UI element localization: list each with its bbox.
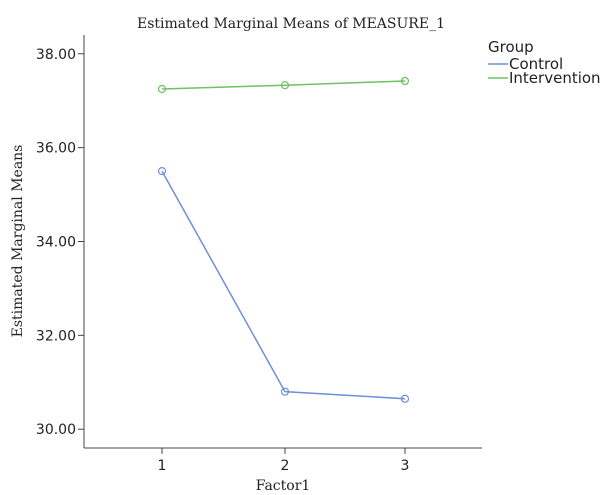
legend-label-intervention: Intervention <box>509 69 601 87</box>
legend-title: Group <box>488 38 534 56</box>
x-tick-label: 2 <box>281 458 290 474</box>
data-point-intervention <box>157 84 167 94</box>
series-line-control <box>161 170 406 400</box>
series-line-intervention <box>161 80 406 90</box>
y-tick-label: 30.00 <box>36 422 76 438</box>
x-tick-label: 3 <box>401 458 410 474</box>
x-tick-label: 1 <box>158 458 167 474</box>
data-point-control <box>400 394 410 403</box>
y-tick-label: 36.00 <box>36 141 76 157</box>
series-group <box>157 76 410 403</box>
chart-title: Estimated Marginal Means of MEASURE_1 <box>137 16 445 32</box>
y-axis-label: Estimated Marginal Means <box>10 145 26 338</box>
y-tick-label: 32.00 <box>36 328 76 344</box>
data-point-control <box>280 387 290 396</box>
data-point-intervention <box>400 76 410 86</box>
legend-label-control: Control <box>509 55 563 73</box>
y-tick-label: 34.00 <box>36 235 76 251</box>
axes <box>83 35 482 449</box>
x-ticks: 1 2 3 <box>158 448 410 474</box>
data-point-control <box>157 167 167 176</box>
data-point-intervention <box>280 81 290 90</box>
y-ticks: 30.00 32.00 34.00 36.00 38.00 <box>36 47 84 438</box>
y-tick-label: 38.00 <box>36 47 76 63</box>
x-axis-label: Factor1 <box>256 478 311 494</box>
